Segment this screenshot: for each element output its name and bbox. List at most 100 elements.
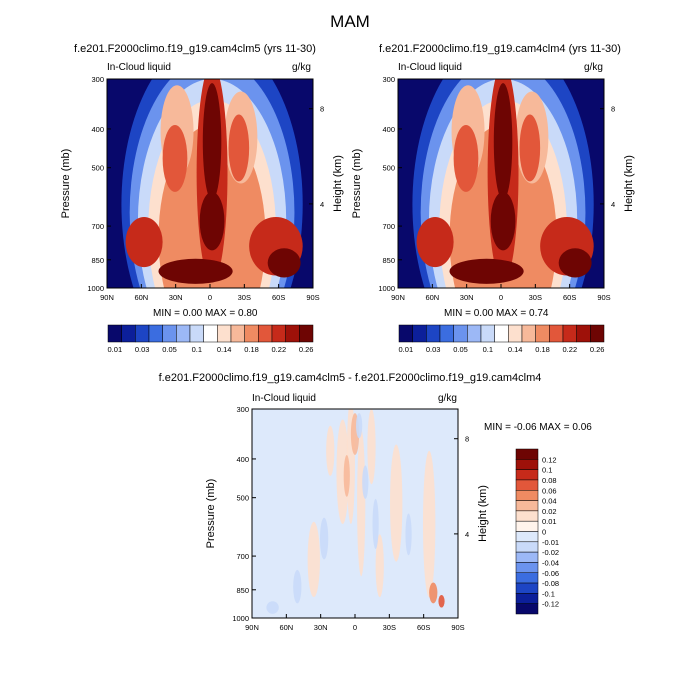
- colorbar-box: [135, 324, 150, 343]
- y-right-axis-label: Height (km): [477, 485, 489, 542]
- colorbar-label: 0.18: [535, 345, 550, 354]
- colorbar-label: 0.18: [244, 345, 259, 354]
- colorbar-box: [515, 603, 539, 615]
- y-tick-label: 400: [382, 125, 395, 134]
- colorbar-label: 0.14: [508, 345, 523, 354]
- colorbar-box: [515, 459, 539, 470]
- colorbar-label: 0.05: [162, 345, 177, 354]
- x-tick-label: 60S: [563, 293, 576, 302]
- field-nh-storm-track: [416, 216, 454, 268]
- field-feature-3: [367, 409, 376, 485]
- field-feature-14: [356, 413, 363, 439]
- y-right-tick-label: 4: [320, 200, 324, 209]
- colorbar-label: 0.22: [272, 345, 287, 354]
- colorbar-box: [426, 324, 441, 343]
- field-mid-core: [199, 191, 225, 251]
- field-feature-8: [375, 534, 384, 598]
- colorbar-label: 0.06: [542, 486, 557, 495]
- field-feature-15: [372, 498, 379, 550]
- colorbar-label: 0.04: [542, 497, 557, 506]
- colorbar-box: [515, 562, 539, 573]
- colorbar-box: [453, 324, 468, 343]
- y-tick-label: 300: [91, 75, 104, 84]
- colorbar-label: -0.1: [542, 589, 555, 598]
- field-feature-19: [266, 601, 279, 614]
- colorbar-label: 0.22: [563, 345, 578, 354]
- colorbar-box: [562, 324, 577, 343]
- panel-2-axes: 90N 60N 30N 0 30S 60S 90S 300 400 500 700 850 1000 8 4…: [351, 75, 635, 302]
- figure-title: MAM: [330, 12, 370, 31]
- colorbar-box: [244, 324, 259, 343]
- colorbar-box: [515, 520, 539, 532]
- field-sh-arm: [519, 114, 541, 182]
- panel-1-field-label: In-Cloud liquid: [107, 62, 171, 73]
- field-feature-5: [422, 450, 436, 598]
- panel-3-title: f.e201.F2000climo.f19_g19.cam4clm5 - f.e…: [158, 372, 542, 384]
- panel-2-units: g/kg: [584, 62, 603, 73]
- y-axis-label: Pressure (mb): [351, 149, 363, 219]
- colorbar-box: [515, 593, 539, 604]
- panel-3-stats: MIN = -0.06 MAX = 0.06: [484, 422, 592, 433]
- field-feature-17: [405, 513, 412, 556]
- field-equatorial-core: [202, 83, 222, 201]
- colorbar-box: [107, 324, 122, 343]
- y-right-tick-label: 4: [611, 200, 615, 209]
- x-tick-label: 60N: [134, 293, 148, 302]
- x-tick-label: 30N: [314, 623, 328, 632]
- field-feature-4: [390, 444, 403, 562]
- y-tick-label: 700: [91, 222, 104, 231]
- panel-3-units: g/kg: [438, 393, 457, 404]
- y-tick-label: 500: [382, 164, 395, 173]
- panel-1-axes: 90N 60N 30N 0 30S 60S 90S 300 400 500 700 850 1000 8 4…: [60, 75, 344, 302]
- field-feature-2: [357, 429, 366, 577]
- colorbar-1: 0.01 0.03 0.05 0.1 0.14 0.18 0.22 0.26: [107, 324, 313, 354]
- y-right-axis-label: Height (km): [623, 155, 635, 212]
- y-tick-label: 1000: [232, 614, 249, 623]
- panel-1-units: g/kg: [292, 62, 311, 73]
- field-feature-11: [429, 582, 438, 604]
- colorbar-label: -0.01: [542, 538, 559, 547]
- field-nh-arm: [453, 124, 479, 192]
- colorbar-box: [515, 500, 539, 512]
- field-mid-core: [490, 191, 516, 251]
- field-feature-0: [336, 419, 349, 524]
- panel-2-field-label: In-Cloud liquid: [398, 62, 462, 73]
- colorbar-label: -0.06: [542, 569, 559, 578]
- field-sh-core: [558, 248, 592, 278]
- colorbar-box: [398, 324, 413, 343]
- y-tick-label: 700: [236, 552, 249, 561]
- y-tick-label: 400: [91, 125, 104, 134]
- colorbar-label: 0.26: [590, 345, 605, 354]
- field-sh-core: [267, 248, 301, 278]
- y-tick-label: 1000: [87, 284, 104, 293]
- x-tick-label: 90S: [306, 293, 319, 302]
- colorbar-box: [230, 324, 245, 343]
- colorbar-box: [515, 551, 539, 563]
- field-equatorial-core: [493, 83, 513, 201]
- field-feature-12: [438, 595, 445, 608]
- x-tick-label: 60S: [417, 623, 430, 632]
- colorbar-box: [515, 448, 539, 460]
- colorbar-box: [217, 324, 232, 343]
- colorbar-label: 0.05: [453, 345, 468, 354]
- panel-1-title: f.e201.F2000climo.f19_g19.cam4clm5 (yrs …: [74, 43, 316, 55]
- colorbar-box: [480, 324, 495, 343]
- y-right-tick-label: 8: [611, 105, 615, 114]
- x-tick-label: 90S: [597, 293, 610, 302]
- field-feature-16: [293, 569, 302, 604]
- colorbar-box: [590, 324, 605, 343]
- colorbar-box: [412, 324, 427, 343]
- colorbar-3: 0.120.10.080.060.040.020.010-0.01-0.02-0…: [515, 448, 559, 615]
- colorbar-label: 0.01: [108, 345, 123, 354]
- colorbar-box: [515, 490, 539, 501]
- colorbar-box: [515, 479, 539, 491]
- field-feature-6: [307, 521, 320, 598]
- panel-3-field-label: In-Cloud liquid: [252, 393, 316, 404]
- y-tick-label: 500: [91, 164, 104, 173]
- colorbar-box: [189, 324, 204, 343]
- x-tick-label: 0: [353, 623, 357, 632]
- colorbar-box: [521, 324, 536, 343]
- x-tick-label: 90S: [451, 623, 464, 632]
- colorbar-box: [203, 324, 218, 343]
- x-tick-label: 60S: [272, 293, 285, 302]
